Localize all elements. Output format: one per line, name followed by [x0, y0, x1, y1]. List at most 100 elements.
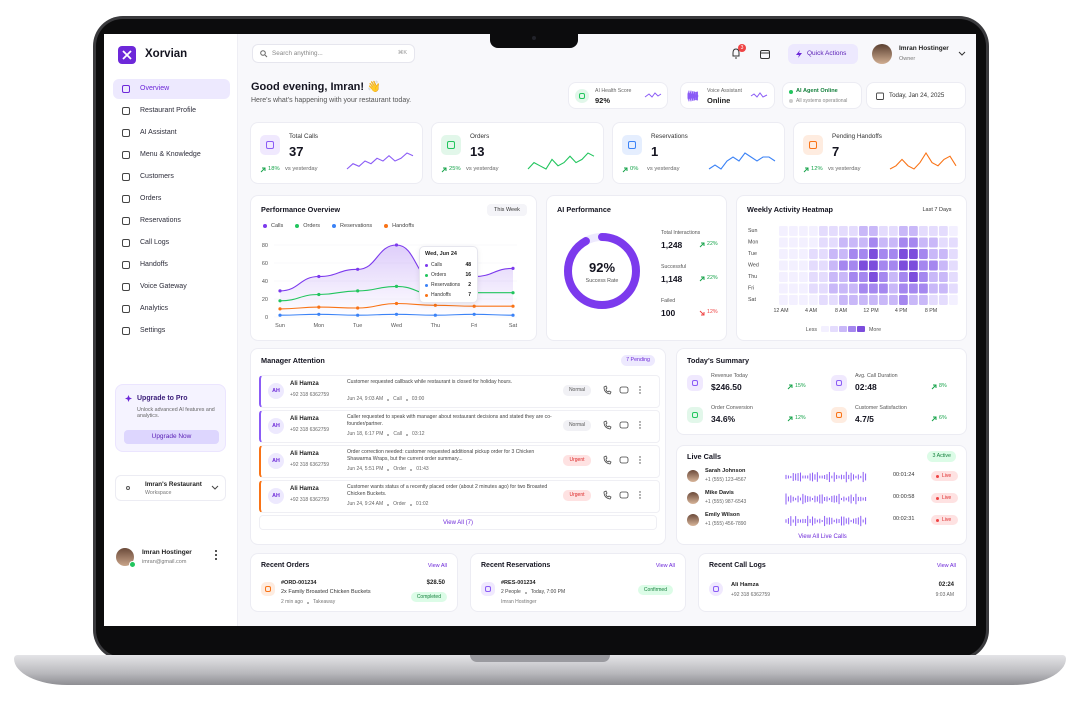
- live-pill[interactable]: Live: [931, 515, 958, 525]
- heat-cell: [829, 249, 838, 259]
- kpi-card: Reservations 1 0% vs yesterday: [612, 122, 785, 184]
- caller-name: Mike Davis: [705, 490, 734, 496]
- view-all-link[interactable]: View All: [427, 563, 447, 569]
- view-all-link[interactable]: View All: [936, 563, 956, 569]
- separator-dot: [410, 468, 413, 471]
- heat-cell: [779, 295, 788, 305]
- nav-item[interactable]: Reservations: [113, 211, 230, 231]
- arrow: [260, 167, 266, 173]
- summary-value: 34.6%: [711, 414, 736, 424]
- summary-label: Order Conversion: [711, 405, 753, 411]
- call-duration: 02:24: [938, 582, 954, 588]
- contact-name: Ali Hamza: [290, 486, 319, 492]
- live-label: Live: [942, 495, 952, 501]
- heat-cell: [819, 295, 828, 305]
- x-tick-label: Thu: [431, 323, 440, 329]
- kpi-label: Orders: [470, 133, 490, 140]
- heat-cell: [939, 226, 948, 236]
- period-select[interactable]: Last 7 Days: [922, 207, 952, 213]
- data-point: [511, 313, 515, 317]
- trend-up-icon: [787, 416, 793, 422]
- nav-item[interactable]: Customers: [113, 167, 230, 187]
- tooltip-value: 48: [465, 262, 471, 268]
- kebab-dot: [639, 459, 641, 461]
- data-point: [433, 303, 437, 307]
- view-all-live-calls[interactable]: View All Live Calls: [798, 534, 847, 540]
- kpi-icon: [441, 135, 461, 155]
- call-phone: +92 318 6362759: [731, 592, 771, 598]
- sparkline: [346, 152, 414, 170]
- heat-cell: [789, 272, 798, 282]
- stat-change: 22%: [707, 241, 718, 247]
- nav-label: Menu & Knowledge: [140, 151, 201, 158]
- attention-item[interactable]: AH Ali Hamza +92 318 6362759 Customer reque…: [259, 375, 660, 408]
- data-point: [394, 284, 399, 288]
- view-all-button[interactable]: View All (7): [259, 515, 657, 530]
- kebab-dot: [639, 392, 641, 394]
- donut-arc: [564, 233, 640, 309]
- live-pill[interactable]: Live: [931, 493, 958, 503]
- period-select[interactable]: This Week: [487, 204, 527, 216]
- priority-pill: Normal: [563, 385, 591, 396]
- nav-item[interactable]: Handoffs: [113, 255, 230, 275]
- nav-item[interactable]: Orders: [113, 189, 230, 209]
- nav-item[interactable]: Restaurant Profile: [113, 101, 230, 121]
- kpi-card: Total Calls 37 18% vs yesterday: [250, 122, 423, 184]
- x-label: 12 PM: [863, 308, 878, 314]
- agent-dot: [789, 90, 793, 94]
- nav-item[interactable]: Overview: [113, 79, 230, 99]
- kpi-sparkline: [527, 152, 595, 170]
- nav-item[interactable]: Call Logs: [113, 233, 230, 253]
- stat-value: 1,148: [661, 274, 683, 284]
- nav-item[interactable]: Analytics: [113, 299, 230, 319]
- x-tick-label: Tue: [353, 323, 362, 329]
- heat-cell: [799, 260, 808, 271]
- attention-item[interactable]: AH Ali Hamza +92 318 6362759 Caller request…: [259, 410, 660, 443]
- waveform: [785, 515, 867, 527]
- kebab-dot: [639, 424, 641, 426]
- spark-path: [750, 92, 768, 98]
- heat-cell: [849, 249, 858, 259]
- row-label: Thu: [748, 274, 757, 280]
- date-picker[interactable]: Today, Jan 24, 2025: [866, 82, 966, 109]
- nav-item[interactable]: Voice Gateway: [113, 277, 230, 297]
- tooltip-title: Wed, Jun 24: [425, 251, 457, 257]
- attention-item[interactable]: AH Ali Hamza +92 318 6362759 Order correcti…: [259, 445, 660, 478]
- arrow: [931, 416, 937, 422]
- heat-cell: [879, 283, 888, 294]
- item-date: Jun 24, 9:03 AM: [347, 396, 384, 402]
- heat-cell: [949, 237, 958, 248]
- kpi-value: 37: [289, 144, 304, 159]
- workspace-switcher[interactable]: Imran's Restaurant Workspace: [115, 475, 226, 501]
- heat-cell: [949, 226, 958, 236]
- nav-item[interactable]: Settings: [113, 321, 230, 341]
- kpi-note: vs yesterday: [828, 166, 861, 172]
- view-all-link[interactable]: View All: [655, 563, 675, 569]
- heat-cell: [839, 237, 848, 248]
- quick-actions-button[interactable]: Quick Actions: [788, 44, 858, 64]
- kpi-label: Pending Handoffs: [832, 133, 882, 140]
- nav-item[interactable]: Menu & Knowledge: [113, 145, 230, 165]
- search-box[interactable]: Search anything... ⌘K: [252, 44, 415, 63]
- live-label: Live: [942, 517, 952, 523]
- heat-cell: [849, 226, 858, 236]
- kebab-dot: [639, 497, 641, 499]
- nav-item[interactable]: AI Assistant: [113, 123, 230, 143]
- heat-cell: [859, 237, 868, 248]
- data-point: [433, 313, 437, 317]
- profile-menu[interactable]: [215, 550, 219, 560]
- heat-cell: [939, 249, 948, 259]
- health-label: AI Health Score: [595, 88, 632, 94]
- heat-cell: [839, 260, 848, 271]
- attention-item[interactable]: AH Ali Hamza +92 318 6362759 Customer wants…: [259, 480, 660, 513]
- nav-label: Voice Gateway: [140, 283, 187, 290]
- user-name: Imran Hostinger: [899, 45, 949, 52]
- live-pill[interactable]: Live: [931, 471, 958, 481]
- heat-cell: [819, 226, 828, 236]
- kpi-icon: [803, 135, 823, 155]
- notification-badge[interactable]: 3: [738, 44, 746, 52]
- live-dot: [936, 496, 939, 500]
- kpi-value: 13: [470, 144, 485, 159]
- reservation-icon: [481, 582, 495, 596]
- upgrade-button[interactable]: Upgrade Now: [124, 430, 219, 444]
